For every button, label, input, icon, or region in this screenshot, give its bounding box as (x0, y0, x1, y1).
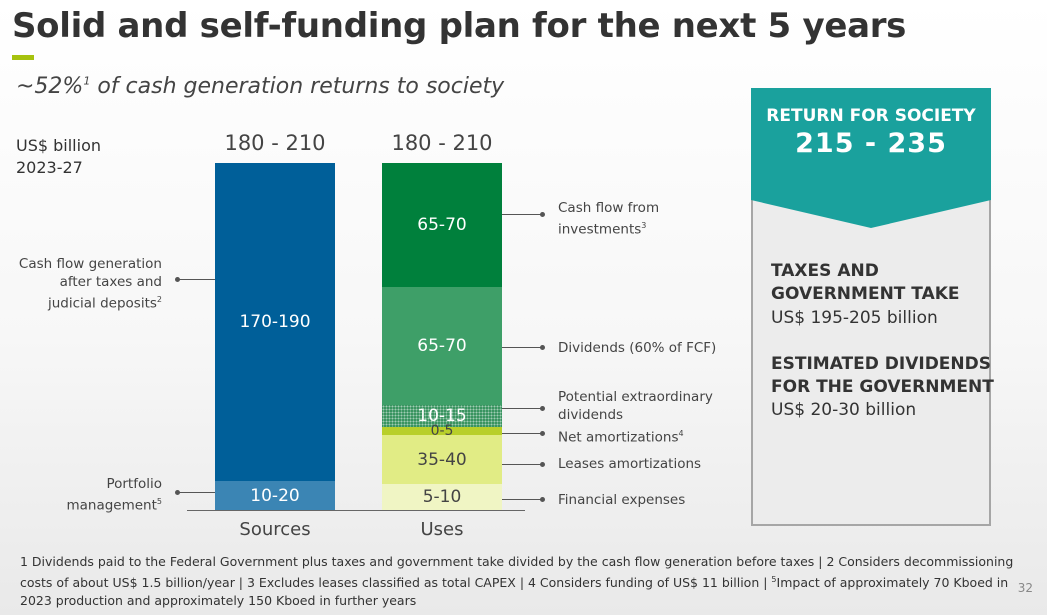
leader-dot-extraordinary (540, 406, 545, 411)
x-axis-label-sources: Sources (239, 519, 311, 540)
leader-line-net-amortizations (502, 433, 542, 434)
uses-total-label: 180 - 210 (391, 131, 493, 155)
bar-segment-portfolio-management: 10-20 (215, 481, 335, 510)
taxes-value: US$ 195-205 billion (771, 308, 938, 328)
government-dividends-heading: ESTIMATED DIVIDENDS FOR THE GOVERNMENT (771, 354, 994, 397)
x-axis-label-uses: Uses (420, 519, 464, 540)
page-subtitle: ~52%1 of cash generation returns to soci… (16, 74, 505, 99)
leader-line-portfolio (177, 492, 215, 493)
bar-segment-extraordinary-dividends: 10-15 (382, 405, 502, 427)
leader-dot-financial (540, 497, 545, 502)
return-for-society-title: RETURN FOR SOCIETY (766, 106, 976, 126)
annotation-extraordinary-dividends: Potential extraordinary dividends (558, 389, 713, 423)
chart-baseline (187, 510, 525, 511)
leader-dot-dividends (540, 345, 545, 350)
return-for-society-range: 215 - 235 (795, 128, 947, 159)
leader-line-financial (502, 499, 542, 500)
leader-line-extraordinary (502, 408, 542, 409)
bar-segment-dividends: 65-70 (382, 287, 502, 405)
annotation-dividends: Dividends (60% of FCF) (558, 340, 717, 356)
annotation-net-amortizations: Net amortizations4 (558, 429, 684, 446)
bar-segment-cash-flow-from-investments: 65-70 (382, 163, 502, 287)
leader-dot-leases (540, 462, 545, 467)
bar-segment-cash-flow-generation: 170-190 (215, 163, 335, 481)
page-title: Solid and self-funding plan for the next… (12, 6, 907, 46)
return-for-society-banner (751, 88, 991, 228)
annotation-cash-flow-from-investments: Cash flow from investments3 (558, 200, 660, 238)
leader-line-leases (502, 464, 542, 465)
annotation-financial-expenses: Financial expenses (558, 492, 686, 508)
leader-dot-net-amortizations (540, 431, 545, 436)
annotation-leases-amortizations: Leases amortizations (558, 456, 702, 472)
bar-segment-net-amortizations: 0-5 (382, 423, 502, 439)
bar-segment-leases-amortizations: 35-40 (382, 435, 502, 484)
page-number: 32 (1017, 581, 1033, 595)
taxes-heading: TAXES AND GOVERNMENT TAKE (771, 261, 960, 304)
annotation-portfolio-management: Portfolio management5 (66, 476, 162, 514)
bar-segment-financial-expenses: 5-10 (382, 484, 502, 510)
unit-label: US$ billion 2023-27 (16, 136, 101, 177)
sources-total-label: 180 - 210 (224, 131, 326, 155)
title-accent-bar (12, 55, 34, 60)
government-dividends-value: US$ 20-30 billion (771, 400, 917, 420)
leader-line-dividends (502, 347, 542, 348)
leader-dot-investments (540, 212, 545, 217)
leader-line-investments (502, 214, 542, 215)
footnotes: 1 Dividends paid to the Federal Governme… (20, 554, 1014, 609)
annotation-cash-flow-generation: Cash flow generation after taxes and jud… (18, 256, 162, 312)
leader-line-cash-flow-generation (177, 279, 215, 280)
